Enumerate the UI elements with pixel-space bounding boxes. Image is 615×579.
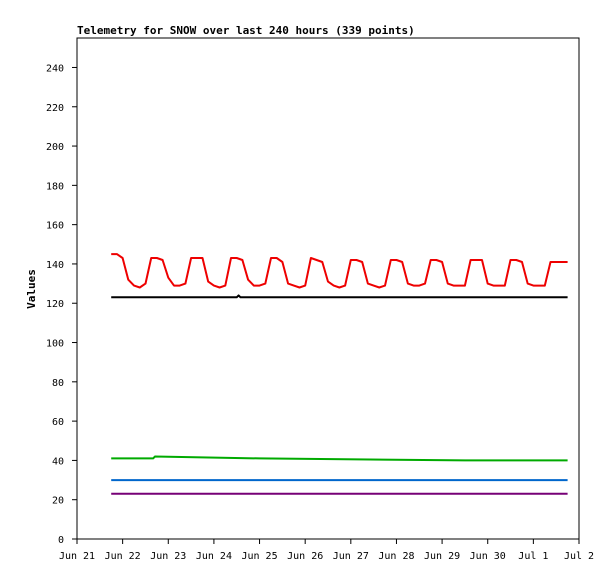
y-tick-label: 0 [58, 535, 64, 546]
y-tick-label: 220 [46, 103, 64, 114]
x-tick-label: Jun 22 [105, 551, 141, 562]
x-tick-label: Jul 1 [518, 551, 548, 562]
x-tick-label: Jun 24 [196, 551, 232, 562]
x-tick-label: Jun 30 [470, 551, 506, 562]
x-axis: Jun 21 Jun 22 Jun 23 Jun 24 Jun 25 Jun 26 Jun … [59, 539, 594, 562]
y-tick-label: 200 [46, 142, 64, 153]
y-tick-label: 240 [46, 63, 64, 74]
x-tick-label: Jun 23 [150, 551, 186, 562]
y-axis: 0 20 40 60 80 100 120 140 160 180 200 220 240 [46, 63, 77, 546]
y-tick-label: 20 [52, 496, 64, 507]
y-tick-label: 40 [52, 456, 64, 467]
x-tick-label: Jul 2 [564, 551, 594, 562]
series-layer [111, 253, 568, 495]
x-tick-label: Jun 21 [59, 551, 95, 562]
x-tick-label: Jun 29 [424, 551, 460, 562]
y-tick-label: 80 [52, 378, 64, 389]
y-tick-label: 100 [46, 339, 64, 350]
y-tick-label: 160 [46, 221, 64, 232]
x-tick-label: Jun 25 [241, 551, 277, 562]
x-tick-label: Jun 28 [378, 551, 414, 562]
y-tick-label: 120 [46, 299, 64, 310]
series-line [111, 455, 568, 462]
series-line [111, 294, 568, 299]
y-axis-label: Values [25, 269, 38, 309]
x-tick-label: Jun 27 [333, 551, 369, 562]
series-line [111, 253, 568, 289]
y-tick-label: 60 [52, 417, 64, 428]
x-tick-label: Jun 26 [287, 551, 323, 562]
chart-title: Telemetry for SNOW over last 240 hours (… [77, 24, 415, 37]
y-tick-label: 140 [46, 260, 64, 271]
plot-frame [76, 37, 580, 540]
y-tick-label: 180 [46, 181, 64, 192]
